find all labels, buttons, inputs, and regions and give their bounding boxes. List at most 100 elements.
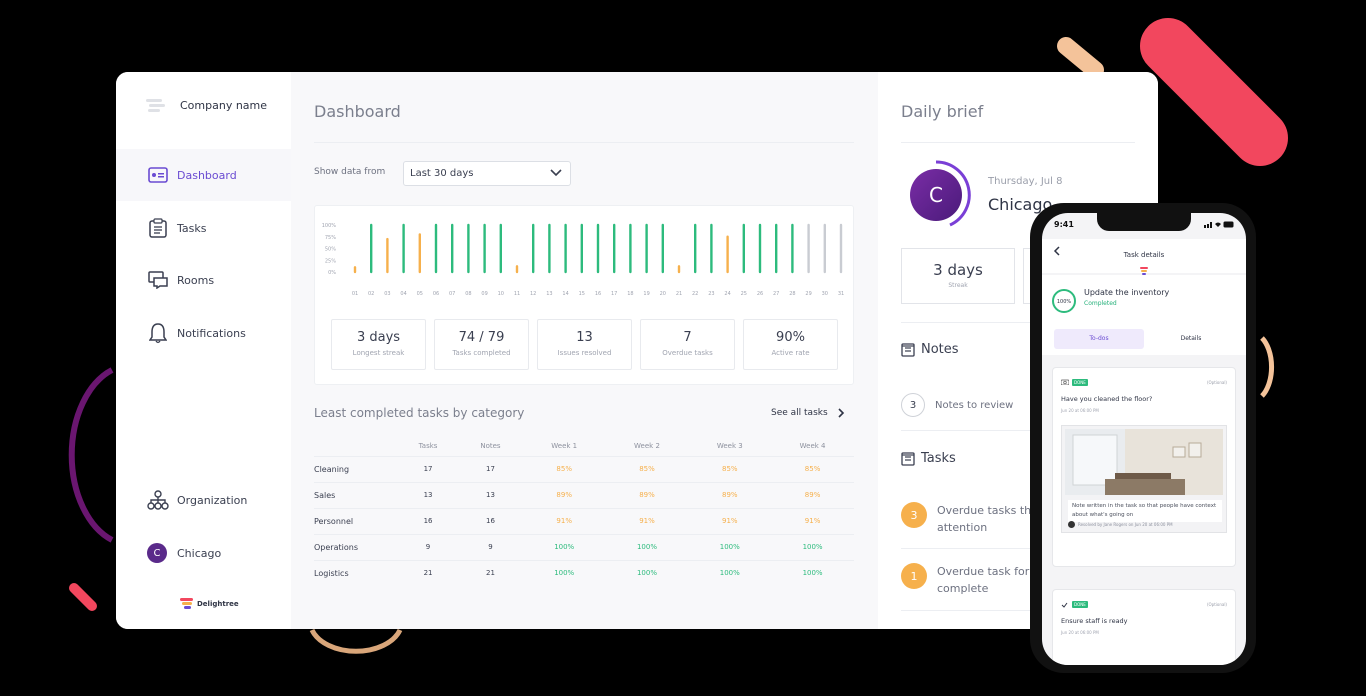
column-header: Week 3	[716, 441, 743, 450]
week-percent: 91%	[771, 507, 854, 534]
main-panel: Dashboard Show data from Last 30 days 10…	[291, 72, 878, 629]
category-name: Logistics	[314, 559, 398, 586]
stat-value: 13	[576, 330, 593, 345]
stat-longest-streak: 3 days Longest streak	[331, 319, 426, 370]
phone-header: Task details	[1042, 239, 1246, 275]
category-name: Sales	[314, 481, 398, 508]
week-percent: 89%	[771, 481, 854, 508]
brand-logo: Delightree	[180, 598, 239, 610]
table-cell: 9	[458, 533, 523, 560]
sidebar: Company name Dashboard Tasks Rooms Notif…	[116, 72, 291, 629]
column-header: Week 2	[634, 441, 660, 450]
week-percent: 100%	[771, 533, 854, 560]
company-logo-icon	[146, 98, 166, 118]
column-header	[314, 436, 398, 456]
done-badge: DONE	[1072, 601, 1088, 608]
x-tick-label: 06	[433, 291, 439, 297]
activity-chart-card: 100% 75% 50% 25% 0% 01 02 03 04 05 06 07 08 09 10 11 12 1…	[314, 205, 854, 385]
sidebar-item-rooms[interactable]: Rooms	[116, 254, 291, 306]
x-tick-label: 30	[822, 291, 828, 297]
x-tick-label: 18	[627, 291, 633, 297]
table-row: Cleaning 17 17 85% 85% 85% 85%	[314, 455, 854, 482]
todo-card[interactable]: DONE (Optional) Ensure staff is ready Ju…	[1052, 589, 1236, 665]
task-text-line: attention	[937, 521, 988, 534]
table-cell: 21	[398, 559, 459, 586]
todo-date: Jun 20 at 06:00 PM	[1061, 408, 1099, 413]
stat-label: Tasks completed	[452, 349, 511, 357]
overdue-task-row[interactable]: 1 Overdue task for complete	[901, 563, 1029, 597]
x-tick-label: 17	[611, 291, 617, 297]
todo-card[interactable]: DONE (Optional) Have you cleaned the flo…	[1052, 367, 1236, 567]
column-header: Week 1	[551, 441, 578, 450]
sidebar-item-organization[interactable]: Organization	[116, 474, 291, 526]
stat-label: Active rate	[771, 349, 810, 357]
delightree-logo-icon	[180, 598, 193, 609]
x-tick-label: 19	[643, 291, 649, 297]
table-row: Personnel 16 16 91% 91% 91% 91%	[314, 507, 854, 534]
sidebar-item-chicago[interactable]: C Chicago	[116, 527, 291, 579]
task-text: Overdue tasks tha attention	[937, 502, 1038, 536]
status-icons	[1204, 221, 1234, 228]
delightree-logo-icon	[1140, 267, 1148, 275]
back-arrow-icon[interactable]	[1052, 245, 1062, 257]
sidebar-item-label: Notifications	[177, 326, 246, 340]
week-percent: 91%	[522, 507, 606, 534]
x-tick-label: 07	[449, 291, 455, 297]
task-status: Completed	[1084, 300, 1117, 307]
rooms-icon	[147, 269, 169, 291]
streak-label: Streak	[948, 282, 968, 289]
sidebar-item-tasks[interactable]: Tasks	[116, 202, 291, 254]
y-tick-label: 0%	[328, 270, 336, 276]
week-percent: 100%	[771, 559, 854, 586]
tab-todos[interactable]: To-dos	[1054, 329, 1144, 349]
notes-icon	[901, 342, 915, 357]
sidebar-item-label: Dashboard	[177, 168, 237, 182]
stat-label: Longest streak	[352, 349, 405, 357]
resolved-text: Resolved by Jane Rogers on Jun 20 at 06:…	[1078, 522, 1173, 527]
phone-header-title: Task details	[1123, 251, 1165, 259]
category-name: Operations	[314, 533, 398, 560]
table-cell: 16	[458, 507, 523, 534]
notes-count: 3	[901, 393, 925, 417]
stat-active-rate: 90% Active rate	[743, 319, 838, 370]
task-summary: 100% Update the inventory Completed	[1042, 275, 1246, 321]
date-range-select[interactable]: Last 30 days	[403, 161, 571, 186]
x-tick-label: 09	[481, 291, 487, 297]
page-title: Dashboard	[314, 102, 401, 121]
sidebar-item-dashboard[interactable]: Dashboard	[116, 149, 291, 201]
overdue-task-row[interactable]: 3 Overdue tasks tha attention	[901, 502, 1038, 536]
x-tick-label: 21	[676, 291, 682, 297]
stat-issues-resolved: 13 Issues resolved	[537, 319, 632, 370]
x-tick-label: 16	[595, 291, 601, 297]
filter-label: Show data from	[314, 167, 386, 177]
x-tick-label: 13	[546, 291, 552, 297]
stat-value: 7	[683, 330, 692, 345]
todo-date: Jun 20 at 06:00 PM	[1061, 630, 1099, 635]
x-tick-label: 26	[757, 291, 763, 297]
app-window: Company name Dashboard Tasks Rooms Notif…	[116, 72, 1158, 629]
table-row: Sales 13 13 89% 89% 89% 89%	[314, 481, 854, 508]
sidebar-item-notifications[interactable]: Notifications	[116, 307, 291, 359]
see-all-tasks-link[interactable]: See all tasks	[771, 408, 848, 418]
done-badge: DONE	[1072, 379, 1088, 386]
x-tick-label: 29	[805, 291, 811, 297]
x-tick-label: 28	[789, 291, 795, 297]
week-percent: 85%	[688, 455, 772, 482]
streak-value: 3 days	[933, 261, 983, 279]
sidebar-item-label: Rooms	[177, 273, 215, 287]
progress-ring	[935, 160, 971, 227]
stat-overdue-tasks: 7 Overdue tasks	[640, 319, 735, 370]
brief-date: Thursday, Jul 8	[988, 176, 1063, 187]
todo-question: Have you cleaned the floor?	[1061, 395, 1153, 403]
streak-card: 3 days Streak	[901, 248, 1015, 304]
week-percent: 100%	[605, 559, 689, 586]
category-table: Tasks Notes Week 1 Week 2 Week 3 Week 4 …	[314, 436, 854, 586]
column-header: Tasks	[418, 441, 438, 450]
x-tick-label: 24	[724, 291, 730, 297]
clipboard-icon	[147, 217, 169, 239]
camera-icon	[1061, 379, 1069, 385]
x-tick-label: 14	[562, 291, 568, 297]
tab-details[interactable]: Details	[1180, 335, 1202, 342]
notes-to-review-row[interactable]: 3 Notes to review	[901, 393, 1013, 417]
